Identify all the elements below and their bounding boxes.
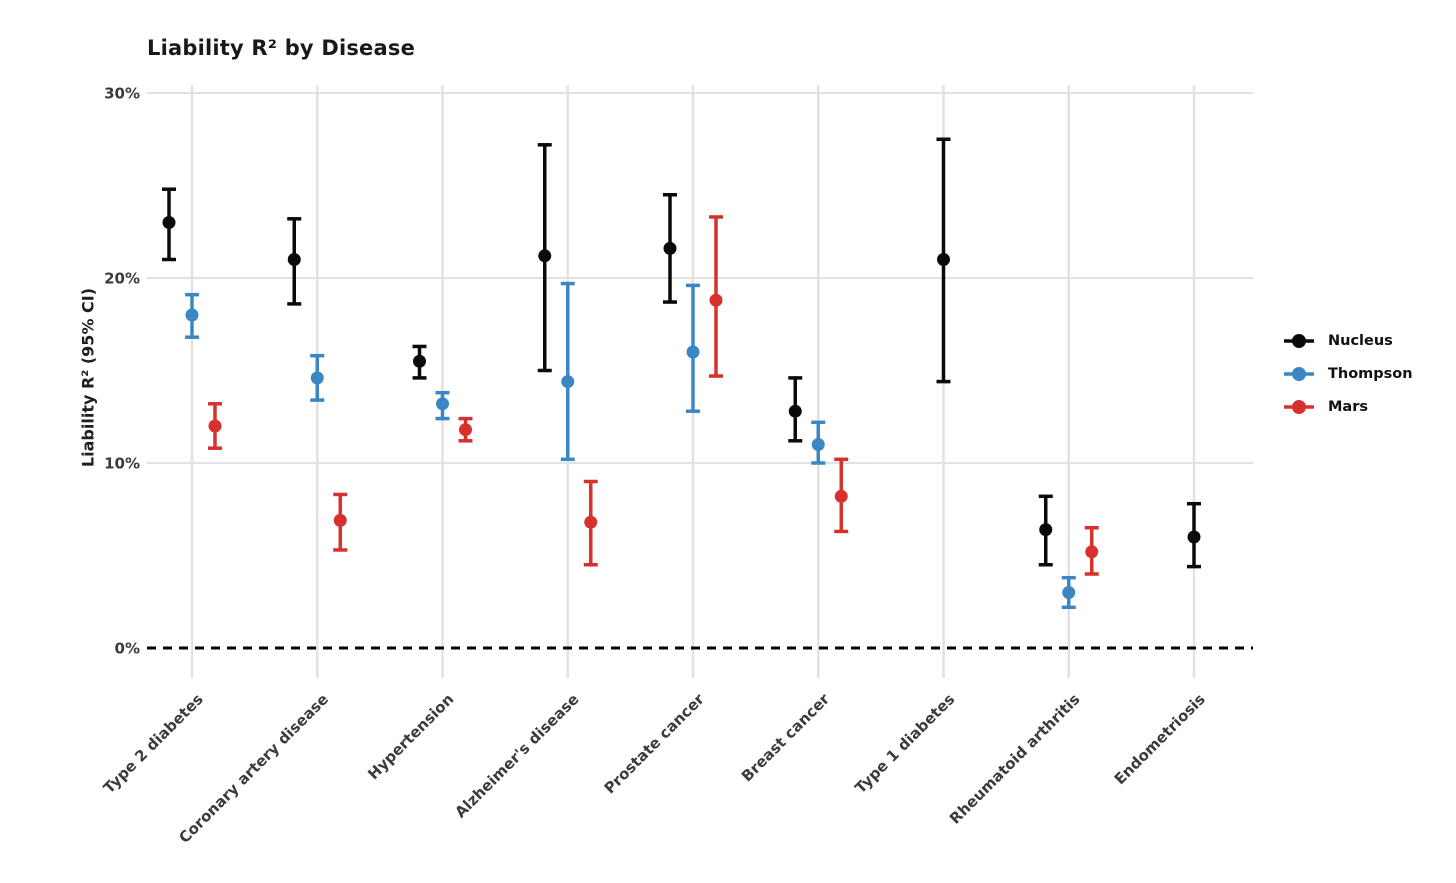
legend-errorbar-icon [1284, 334, 1314, 348]
x-category-label: Type 1 diabetes [851, 690, 958, 797]
y-tick-label: 30% [104, 85, 140, 103]
legend-errorbar-icon [1284, 400, 1314, 414]
data-point [1039, 523, 1053, 537]
legend-item-nucleus: Nucleus [1282, 331, 1413, 351]
x-category-label: Rheumatoid arthritis [946, 690, 1084, 828]
x-category-label: Endometriosis [1111, 690, 1209, 788]
legend-label: Mars [1328, 399, 1368, 415]
data-point [686, 345, 700, 359]
data-point [538, 249, 552, 263]
data-point [584, 515, 598, 529]
data-point [333, 513, 347, 527]
chart-title: Liability R² by Disease [147, 36, 416, 60]
data-point [1085, 545, 1099, 559]
y-tick-label: 10% [104, 455, 140, 473]
x-category-label: Alzheimer's disease [451, 690, 582, 821]
legend-label: Nucleus [1328, 333, 1393, 349]
data-point [162, 216, 176, 229]
x-category-label: Prostate cancer [601, 690, 709, 798]
data-point [185, 308, 199, 322]
data-point [663, 241, 677, 255]
x-category-label: Breast cancer [738, 690, 834, 786]
data-point [834, 489, 848, 503]
y-tick-label: 20% [104, 270, 140, 288]
data-point [287, 253, 301, 266]
data-point [1062, 586, 1076, 599]
data-point [937, 253, 950, 266]
data-point [788, 404, 802, 418]
data-point [436, 397, 449, 411]
data-point [811, 438, 825, 451]
data-point [1187, 530, 1201, 544]
data-point [459, 423, 472, 437]
data-point [208, 419, 222, 433]
data-point [709, 293, 723, 307]
legend-errorbar-icon [1284, 367, 1314, 381]
x-category-label: Hypertension [364, 690, 457, 783]
legend-item-mars: Mars [1282, 397, 1413, 417]
x-category-label: Type 2 diabetes [100, 690, 207, 797]
legend-item-thompson: Thompson [1282, 364, 1413, 384]
x-category-label: Coronary artery disease [175, 690, 332, 847]
data-point [413, 354, 426, 368]
data-point [310, 371, 324, 385]
data-point [561, 375, 575, 389]
legend-label: Thompson [1328, 366, 1413, 382]
legend: Nucleus Thompson Mars [1282, 331, 1413, 417]
y-tick-label: 0% [115, 640, 140, 658]
